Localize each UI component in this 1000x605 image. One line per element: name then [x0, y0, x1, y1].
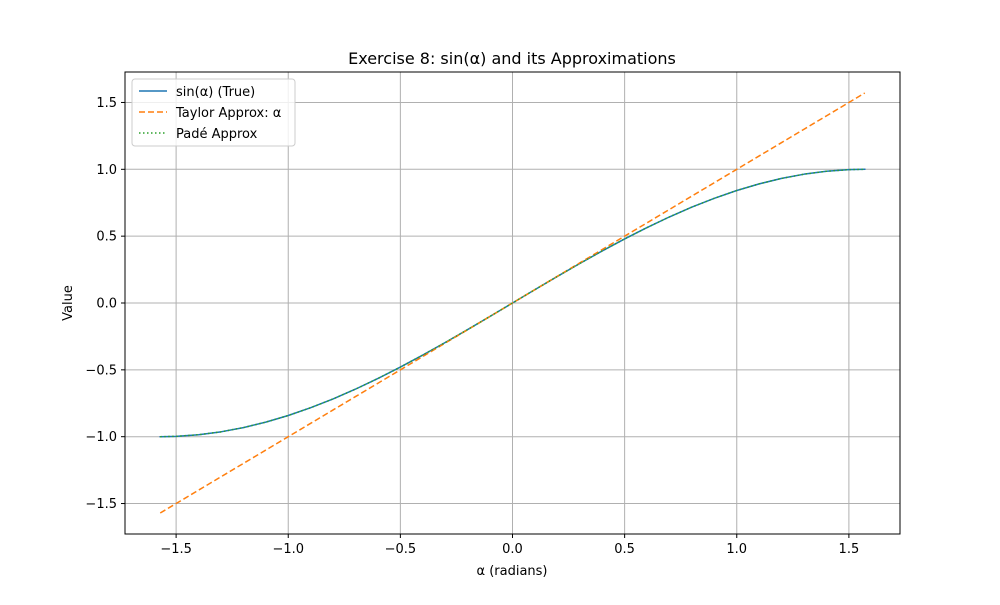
y-tick-label: −1.0 — [85, 430, 117, 445]
x-axis-label: α (radians) — [477, 564, 548, 579]
legend-box — [131, 78, 296, 147]
x-tick-label: −1.5 — [160, 542, 192, 557]
x-tick-label: 0.5 — [614, 542, 635, 557]
x-tick-label: −1.0 — [272, 542, 304, 557]
y-tick-label: 0.0 — [96, 297, 117, 312]
legend: sin(α) (True) Taylor Approx: α Padé Appr… — [131, 78, 296, 147]
y-tick-label: −0.5 — [85, 363, 117, 378]
axis-ticks: −1.5 −1.0 −0.5 0.0 0.5 1.0 1.5 −1.5 −1.0 −0.5 0.0 0… — [85, 96, 859, 557]
y-tick-label: −1.5 — [85, 497, 117, 512]
chart-title: Exercise 8: sin(α) and its Approximation… — [348, 49, 676, 68]
x-tick-label: −0.5 — [385, 542, 417, 557]
legend-label-taylor: Taylor Approx: α — [175, 106, 281, 121]
x-tick-label: 0.0 — [502, 542, 523, 557]
y-tick-label: 1.5 — [96, 96, 117, 111]
series-line-pade — [160, 168, 865, 438]
legend-label-pade: Padé Approx — [176, 127, 258, 142]
y-tick-label: 1.0 — [96, 163, 117, 178]
x-tick-label: 1.5 — [839, 542, 860, 557]
series-line-taylor — [159, 92, 866, 514]
y-axis-label: Value — [61, 285, 76, 321]
plot-series — [159, 92, 866, 514]
legend-label-true: sin(α) (True) — [176, 85, 255, 100]
x-tick-label: 1.0 — [726, 542, 747, 557]
y-tick-label: 0.5 — [96, 230, 117, 245]
